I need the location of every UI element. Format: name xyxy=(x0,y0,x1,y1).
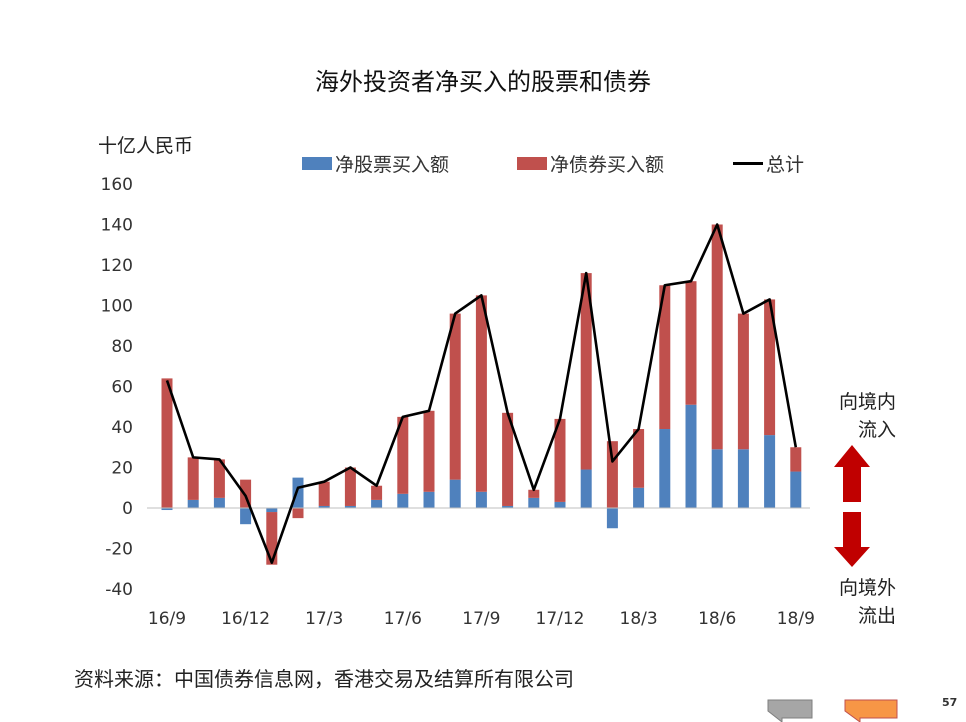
bond-bar xyxy=(737,313,749,450)
x-tick-label: 17/12 xyxy=(536,609,585,629)
y-tick-label: 20 xyxy=(111,459,133,479)
equity-bar xyxy=(397,493,409,508)
inflow-arrow-icon xyxy=(834,445,870,502)
bond-bar xyxy=(711,224,723,450)
equity-bar xyxy=(737,449,749,508)
x-tick-label: 16/12 xyxy=(221,609,270,629)
y-tick-label: 120 xyxy=(101,256,133,276)
x-tick-label: 16/9 xyxy=(148,609,186,629)
bond-bar xyxy=(266,512,278,565)
equity-bar xyxy=(187,499,199,508)
y-tick-label: 80 xyxy=(111,337,133,357)
x-tick-label: 17/9 xyxy=(462,609,500,629)
bond-bar xyxy=(554,418,566,502)
bond-bar xyxy=(318,481,330,506)
equity-bar xyxy=(213,497,225,508)
bond-bar xyxy=(187,457,199,500)
legend-total: 总计 xyxy=(733,150,804,177)
equity-bar xyxy=(161,508,173,511)
equity-bar xyxy=(423,491,435,508)
equity-bar xyxy=(606,508,618,529)
x-tick-label: 18/3 xyxy=(620,609,658,629)
inflow-label-line1: 向境内 xyxy=(838,391,896,413)
bond-bar xyxy=(397,416,409,494)
bar-series xyxy=(161,224,802,565)
y-axis-unit-label: 十亿人民币 xyxy=(98,135,194,157)
bond-bar xyxy=(449,313,461,480)
equity-bar xyxy=(528,497,540,508)
equity-bar xyxy=(449,479,461,508)
equity-bar xyxy=(475,491,487,508)
outflow-label: 向境外 流出 xyxy=(826,574,896,630)
inflow-label-line2: 流入 xyxy=(857,419,896,441)
bond-bar xyxy=(502,412,514,506)
bond-bar xyxy=(344,467,356,506)
x-tick-label: 18/6 xyxy=(698,609,736,629)
bond-bar xyxy=(580,273,592,470)
bond-bar xyxy=(685,281,697,405)
y-axis-ticks: -40 -20 0 20 40 60 80 100 120 140 160 xyxy=(101,175,133,600)
equity-bar xyxy=(580,469,592,508)
y-tick-label: 0 xyxy=(122,499,133,519)
equity-bar xyxy=(318,505,330,508)
equity-bar xyxy=(240,508,252,525)
equity-bar xyxy=(502,505,514,508)
bond-bar xyxy=(371,485,383,500)
page-number: 57 xyxy=(942,696,958,709)
outflow-label-line2: 流出 xyxy=(857,605,896,627)
bond-bar xyxy=(659,285,671,430)
x-tick-label: 18/9 xyxy=(777,609,815,629)
total-line xyxy=(165,223,798,564)
nav-forward-icon[interactable] xyxy=(844,699,898,722)
y-tick-label: 40 xyxy=(111,418,133,438)
bond-bar xyxy=(764,299,776,436)
equity-bar xyxy=(711,449,723,508)
equity-bar xyxy=(292,477,304,508)
legend-equity: 净股票买入额 xyxy=(302,150,449,177)
outflow-arrow-icon xyxy=(834,512,870,567)
bond-bar xyxy=(161,378,173,508)
bond-bar xyxy=(633,429,645,488)
legend-bond-label: 净债券买入额 xyxy=(550,154,665,176)
bond-bar xyxy=(528,489,540,498)
y-tick-label: 100 xyxy=(101,297,133,317)
bond-bar xyxy=(292,508,304,519)
y-tick-label: -40 xyxy=(105,580,133,600)
legend-bond: 净债券买入额 xyxy=(517,150,664,177)
bond-bar xyxy=(475,295,487,492)
inflow-label: 向境内 流入 xyxy=(826,388,896,444)
total-swatch xyxy=(733,162,763,165)
legend-equity-label: 净股票买入额 xyxy=(335,154,450,176)
equity-bar xyxy=(633,487,645,508)
bond-bar xyxy=(213,459,225,498)
source-note: 资料来源：中国债券信息网，香港交易及结算所有限公司 xyxy=(74,667,574,691)
x-tick-label: 17/3 xyxy=(305,609,343,629)
y-tick-label: 140 xyxy=(101,216,133,236)
equity-bar xyxy=(266,508,278,513)
bond-bar xyxy=(790,447,802,472)
chart-title: 海外投资者净买入的股票和债券 xyxy=(315,68,651,96)
bond-bar xyxy=(423,410,435,492)
y-tick-label: 160 xyxy=(101,175,133,195)
bond-swatch xyxy=(517,157,547,170)
x-tick-label: 17/6 xyxy=(384,609,422,629)
x-axis-ticks: 16/9 16/12 17/3 17/6 17/9 17/12 18/3 18/6 18/9 xyxy=(148,609,815,629)
equity-bar xyxy=(764,435,776,508)
equity-bar xyxy=(344,505,356,508)
equity-bar xyxy=(790,471,802,508)
equity-swatch xyxy=(302,157,332,170)
outflow-label-line1: 向境外 xyxy=(838,577,896,599)
nav-back-icon[interactable] xyxy=(767,699,813,722)
equity-bar xyxy=(685,404,697,508)
equity-bar xyxy=(371,499,383,508)
equity-bar xyxy=(554,501,566,508)
legend-total-label: 总计 xyxy=(766,154,805,176)
y-tick-label: 60 xyxy=(111,378,133,398)
equity-bar xyxy=(659,429,671,508)
bond-bar xyxy=(606,441,618,508)
y-tick-label: -20 xyxy=(105,540,133,560)
